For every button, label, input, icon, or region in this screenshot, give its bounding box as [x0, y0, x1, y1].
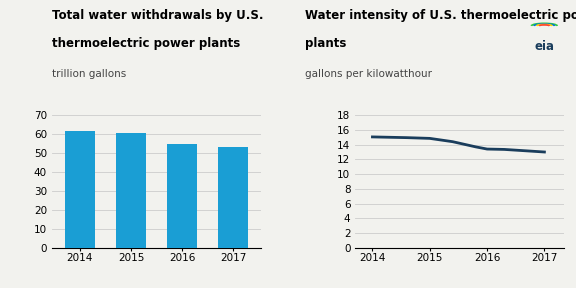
- Text: eia: eia: [535, 40, 554, 53]
- Text: trillion gallons: trillion gallons: [52, 69, 126, 79]
- Bar: [218, 147, 248, 248]
- Bar: [166, 144, 198, 248]
- Text: thermoelectric power plants: thermoelectric power plants: [52, 37, 240, 50]
- Text: Water intensity of U.S. thermoelectric power: Water intensity of U.S. thermoelectric p…: [305, 9, 576, 22]
- Text: gallons per kilowatthour: gallons per kilowatthour: [305, 69, 432, 79]
- Text: plants: plants: [305, 37, 347, 50]
- Text: Total water withdrawals by U.S.: Total water withdrawals by U.S.: [52, 9, 263, 22]
- Bar: [116, 133, 146, 248]
- Bar: [65, 131, 95, 248]
